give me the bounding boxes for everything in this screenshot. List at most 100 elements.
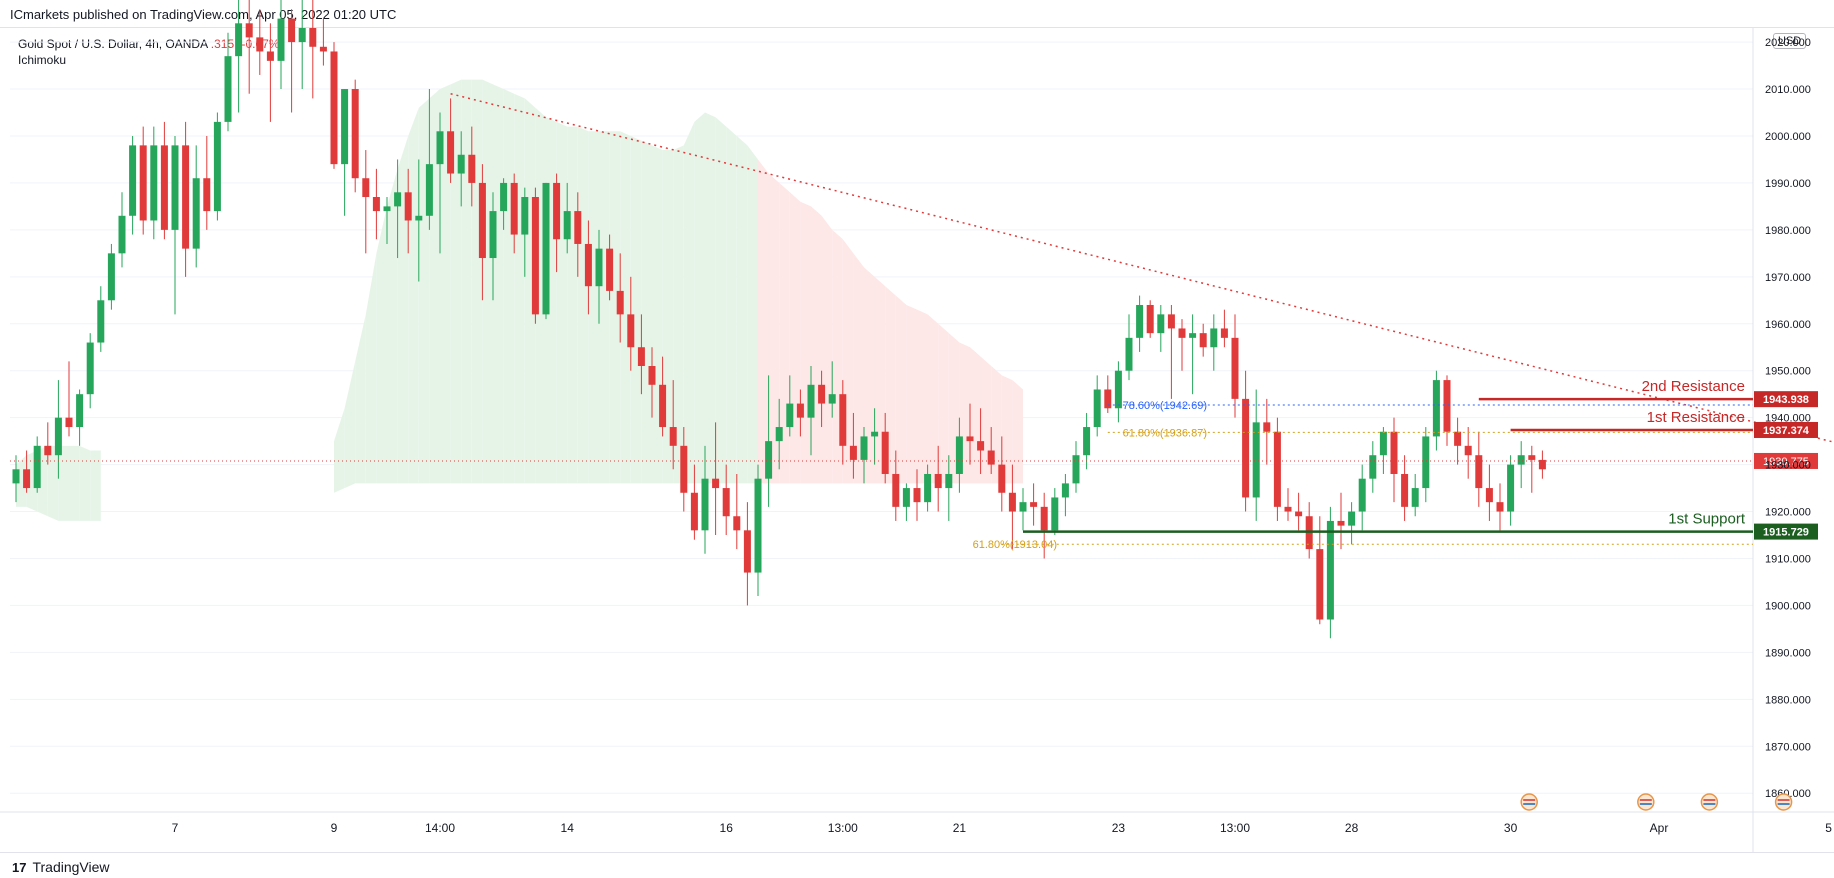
candle-body	[1114, 370, 1122, 409]
ichimoku-cloud-segment	[652, 145, 663, 484]
x-tick-label: 13:00	[828, 821, 858, 835]
fib-level-label: 61.80%(1936.87)	[1123, 427, 1207, 439]
candle-body	[1432, 380, 1440, 437]
x-tick-label: 13:00	[1220, 821, 1250, 835]
x-tick-label: 30	[1504, 821, 1518, 835]
y-tick-label: 1980.000	[1765, 225, 1811, 237]
candle-body	[1242, 398, 1250, 498]
ichimoku-cloud-segment	[683, 121, 695, 484]
candle-body	[743, 530, 751, 573]
candle-body	[913, 488, 921, 503]
candle-body	[1231, 337, 1239, 399]
candle-body	[1051, 497, 1059, 531]
currency-badge[interactable]: USD	[1773, 33, 1807, 49]
candle-body	[447, 131, 455, 174]
candle-body	[319, 46, 327, 52]
ichimoku-cloud-segment	[376, 206, 387, 484]
candle-body	[542, 182, 550, 315]
ichimoku-cloud-segment	[58, 445, 69, 521]
ichimoku-cloud-segment	[90, 450, 101, 521]
level-price-tag	[1754, 421, 1818, 438]
candle-body	[1093, 389, 1101, 428]
ichimoku-cloud-segment	[355, 314, 366, 484]
candle-body	[765, 441, 773, 479]
candle-body	[966, 436, 974, 442]
candle-body	[924, 473, 932, 503]
candle-body	[309, 28, 317, 47]
ichimoku-cloud-segment	[418, 98, 430, 484]
ichimoku-cloud-segment	[397, 135, 409, 484]
candle-body	[860, 436, 868, 460]
candle-body	[1061, 483, 1069, 498]
ichimoku-cloud-segment	[334, 408, 345, 493]
candle-body	[171, 145, 179, 230]
candle-body	[394, 192, 402, 207]
candle-body	[425, 164, 433, 216]
candle-body	[871, 431, 879, 437]
price-chart[interactable]: 78.60%(1942.69) 61.80%(1936.87) 61.80%(191…	[0, 0, 1834, 852]
x-tick-label: 14:00	[425, 821, 455, 835]
candle-body	[1507, 464, 1515, 512]
candle-body	[1167, 314, 1175, 329]
candle-body	[1528, 455, 1536, 460]
candle-body	[1104, 389, 1112, 409]
candle-body	[65, 417, 73, 428]
ichimoku-cloud-segment	[917, 309, 928, 484]
ichimoku-cloud-segment	[673, 145, 684, 484]
tradingview-logo[interactable]: 17 TradingView	[12, 859, 110, 875]
candle-body	[404, 192, 412, 221]
candle-body	[277, 18, 285, 61]
candle-body	[44, 445, 52, 456]
candle-body	[977, 441, 985, 451]
x-tick-label: 14	[561, 821, 575, 835]
ichimoku-cloud-segment	[630, 135, 642, 484]
x-tick-label: 5	[1825, 821, 1832, 835]
x-tick-label: 7	[172, 821, 179, 835]
candle-body	[1146, 304, 1154, 334]
ichimoku-cloud-segment	[694, 112, 705, 484]
candle-body	[701, 478, 709, 531]
y-tick-label: 1920.000	[1765, 507, 1811, 519]
candle-body	[1136, 304, 1144, 338]
ichimoku-cloud-segment	[927, 314, 939, 484]
symbol-label[interactable]: Gold Spot / U.S. Dollar, 4h, OANDA	[18, 37, 208, 51]
fib-level-label: 78.60%(1942.69)	[1123, 400, 1207, 412]
candle-body	[457, 154, 465, 174]
y-tick-label: 1930.000	[1765, 460, 1811, 472]
candle-body	[415, 215, 423, 221]
candle-body	[1072, 455, 1080, 484]
ichimoku-cloud-segment	[567, 126, 578, 484]
candle-body	[341, 89, 349, 165]
candle-body	[934, 473, 942, 489]
level-name: 1st Resistance	[1647, 409, 1745, 426]
candle-body	[33, 445, 41, 489]
candle-body	[298, 28, 306, 43]
indicator-label[interactable]: Ichimoku	[18, 53, 67, 67]
candle-body	[881, 431, 889, 474]
candle-body	[118, 215, 126, 254]
candle-body	[1220, 328, 1228, 338]
ichimoku-cloud-segment	[69, 445, 80, 521]
y-tick-label: 1960.000	[1765, 319, 1811, 331]
candle-body	[680, 445, 688, 493]
candle-body	[553, 182, 561, 240]
y-tick-label: 1870.000	[1765, 741, 1811, 753]
candle-body	[796, 403, 804, 418]
y-tick-label: 2020.000	[1765, 37, 1811, 49]
tradingview-logo-mark: 17	[12, 859, 27, 875]
ichimoku-cloud-segment	[79, 445, 91, 521]
last-price-label: 1930.775	[1763, 456, 1809, 468]
candle-body	[1496, 502, 1504, 512]
candle-body	[839, 394, 847, 446]
candle-body	[12, 469, 20, 484]
ichimoku-cloud-segment	[789, 192, 801, 484]
footer: 17 TradingView	[0, 852, 1834, 878]
candle-body	[902, 488, 910, 507]
candle-body	[510, 182, 518, 235]
candle-body	[500, 182, 508, 212]
candle-body	[436, 131, 444, 165]
candle-body	[1040, 506, 1048, 531]
level-price-label: 1915.729	[1763, 527, 1809, 539]
candle-body	[531, 197, 539, 315]
candle-body	[955, 436, 963, 474]
